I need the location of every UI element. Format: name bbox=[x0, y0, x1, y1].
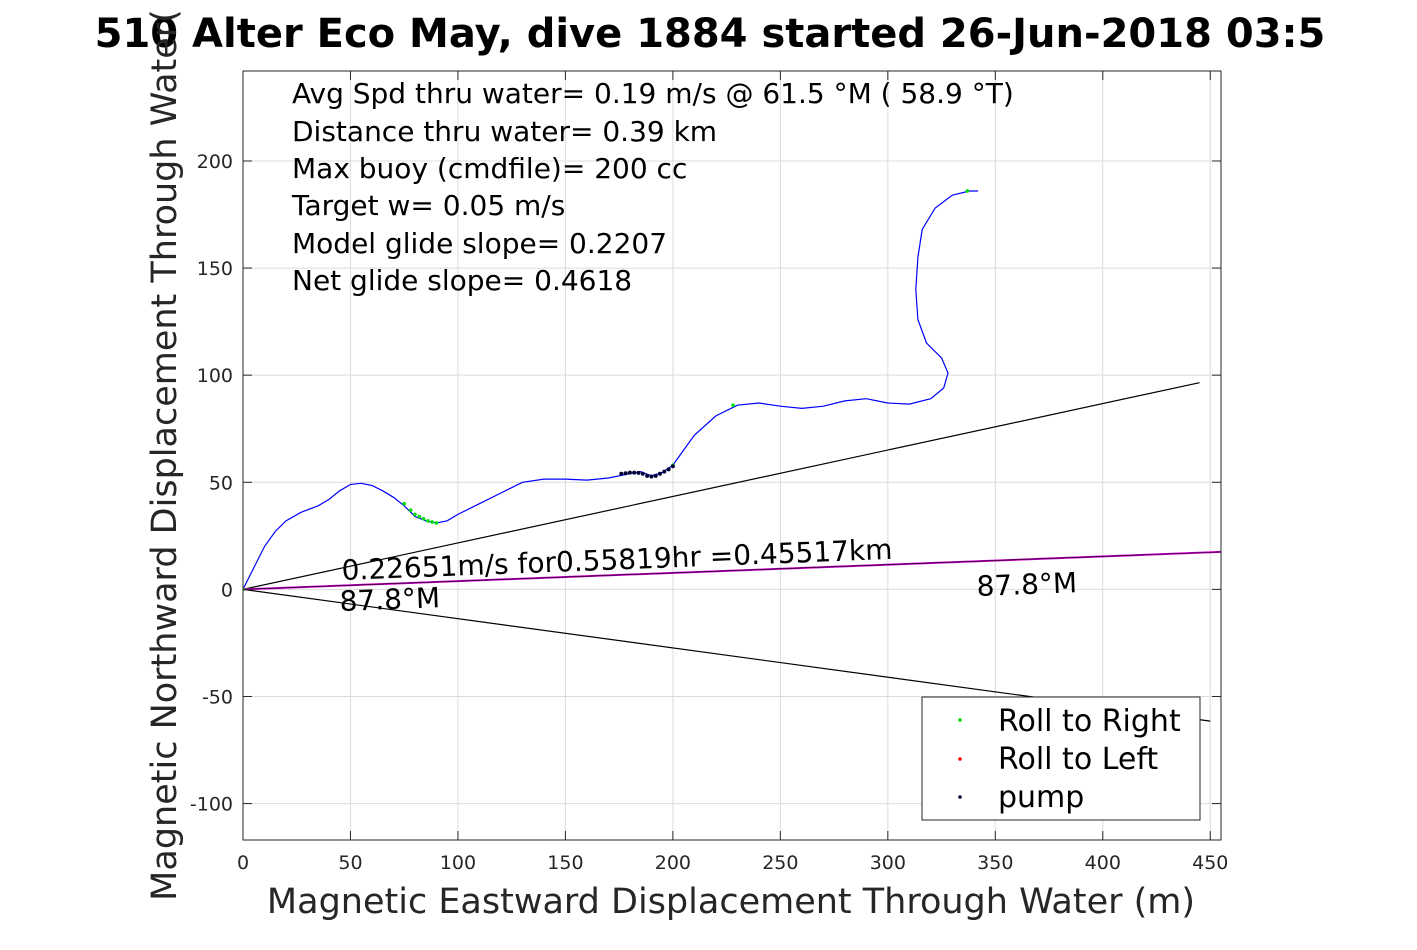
annotation-max-buoy: Max buoy (cmdfile)= 200 cc bbox=[292, 152, 687, 185]
roll-right-point bbox=[413, 512, 417, 517]
pump-point bbox=[666, 467, 671, 472]
y-tick-label: 0 bbox=[221, 579, 233, 601]
annotation-distance: Distance thru water= 0.39 km bbox=[292, 115, 717, 148]
pump-point bbox=[632, 470, 637, 475]
annotation-avg-speed: Avg Spd thru water= 0.19 m/s @ 61.5 °M (… bbox=[292, 77, 1014, 110]
roll-right-point bbox=[417, 514, 422, 519]
roll-right-point bbox=[430, 520, 434, 524]
roll-right-point bbox=[731, 403, 735, 407]
roll-right-point bbox=[408, 508, 413, 512]
x-tick-label: 200 bbox=[655, 852, 691, 874]
x-tick-label: 300 bbox=[870, 852, 906, 874]
pump-point bbox=[649, 474, 654, 479]
legend-label-roll-left: Roll to Left bbox=[998, 742, 1158, 777]
pump-point bbox=[653, 473, 658, 478]
plot-points bbox=[243, 189, 970, 592]
roll-right-point bbox=[402, 501, 407, 506]
pump-point bbox=[662, 469, 667, 474]
heading-label-left: 87.8°M bbox=[339, 581, 441, 618]
y-tick-label: 200 bbox=[197, 151, 233, 173]
glide-cone-upper-line bbox=[243, 382, 1200, 590]
y-tick-label: 50 bbox=[209, 472, 233, 494]
x-tick-label: 100 bbox=[440, 852, 476, 874]
pump-point bbox=[627, 470, 632, 475]
legend-marker-pump bbox=[958, 795, 962, 799]
y-tick-label: 150 bbox=[197, 258, 233, 280]
legend-label-roll-right: Roll to Right bbox=[998, 704, 1181, 739]
heading-label-right: 87.8°M bbox=[976, 566, 1078, 603]
roll-right-point bbox=[421, 516, 426, 521]
roll-right-point bbox=[965, 189, 970, 193]
annotation-net-glide: Net glide slope= 0.4618 bbox=[292, 264, 632, 297]
pump-point bbox=[645, 473, 650, 478]
x-tick-label: 150 bbox=[547, 852, 583, 874]
x-tick-label: 50 bbox=[338, 852, 362, 874]
legend: Roll to Right Roll to Left pump bbox=[921, 696, 1201, 821]
x-tick-label: 400 bbox=[1085, 852, 1121, 874]
annotation-model-glide: Model glide slope= 0.2207 bbox=[292, 227, 667, 260]
annotation-target-w: Target w= 0.05 m/s bbox=[291, 189, 565, 222]
pump-point bbox=[636, 470, 641, 475]
legend-marker-roll-left bbox=[958, 757, 962, 761]
plot-frame bbox=[242, 70, 1222, 841]
pump-point bbox=[640, 471, 645, 476]
roll-right-point bbox=[434, 521, 439, 525]
depth-average-current-center-line bbox=[243, 551, 1221, 590]
pump-point bbox=[619, 471, 624, 476]
y-tick-label: -50 bbox=[202, 686, 233, 708]
legend-marker-roll-right bbox=[958, 718, 962, 722]
pump-point bbox=[670, 464, 675, 469]
dive-track-line bbox=[243, 190, 979, 590]
x-axis-label: Magnetic Eastward Displacement Through W… bbox=[267, 882, 1195, 922]
x-tick-label: 350 bbox=[977, 852, 1013, 874]
x-tick-label: 450 bbox=[1192, 852, 1228, 874]
stats-annotations: Avg Spd thru water= 0.19 m/s @ 61.5 °M (… bbox=[291, 77, 1014, 297]
legend-label-pump: pump bbox=[998, 780, 1084, 815]
chart-title: 510 Alter Eco May, dive 1884 started 26-… bbox=[95, 11, 1326, 57]
roll-right-point bbox=[426, 519, 430, 523]
y-tick-label: -100 bbox=[190, 794, 233, 816]
x-tick-label: 250 bbox=[762, 852, 798, 874]
tick-labels: 0 50 100 150 200 250 300 350 400 450 -100 -50 0 50 100… bbox=[190, 71, 1228, 874]
legend-box bbox=[921, 696, 1201, 821]
y-tick-label: 100 bbox=[197, 365, 233, 387]
x-tick-label: 0 bbox=[237, 852, 249, 874]
y-axis-label: Magnetic Northward Displacement Through … bbox=[145, 9, 185, 901]
pump-point bbox=[623, 471, 628, 476]
pump-point bbox=[657, 471, 662, 476]
